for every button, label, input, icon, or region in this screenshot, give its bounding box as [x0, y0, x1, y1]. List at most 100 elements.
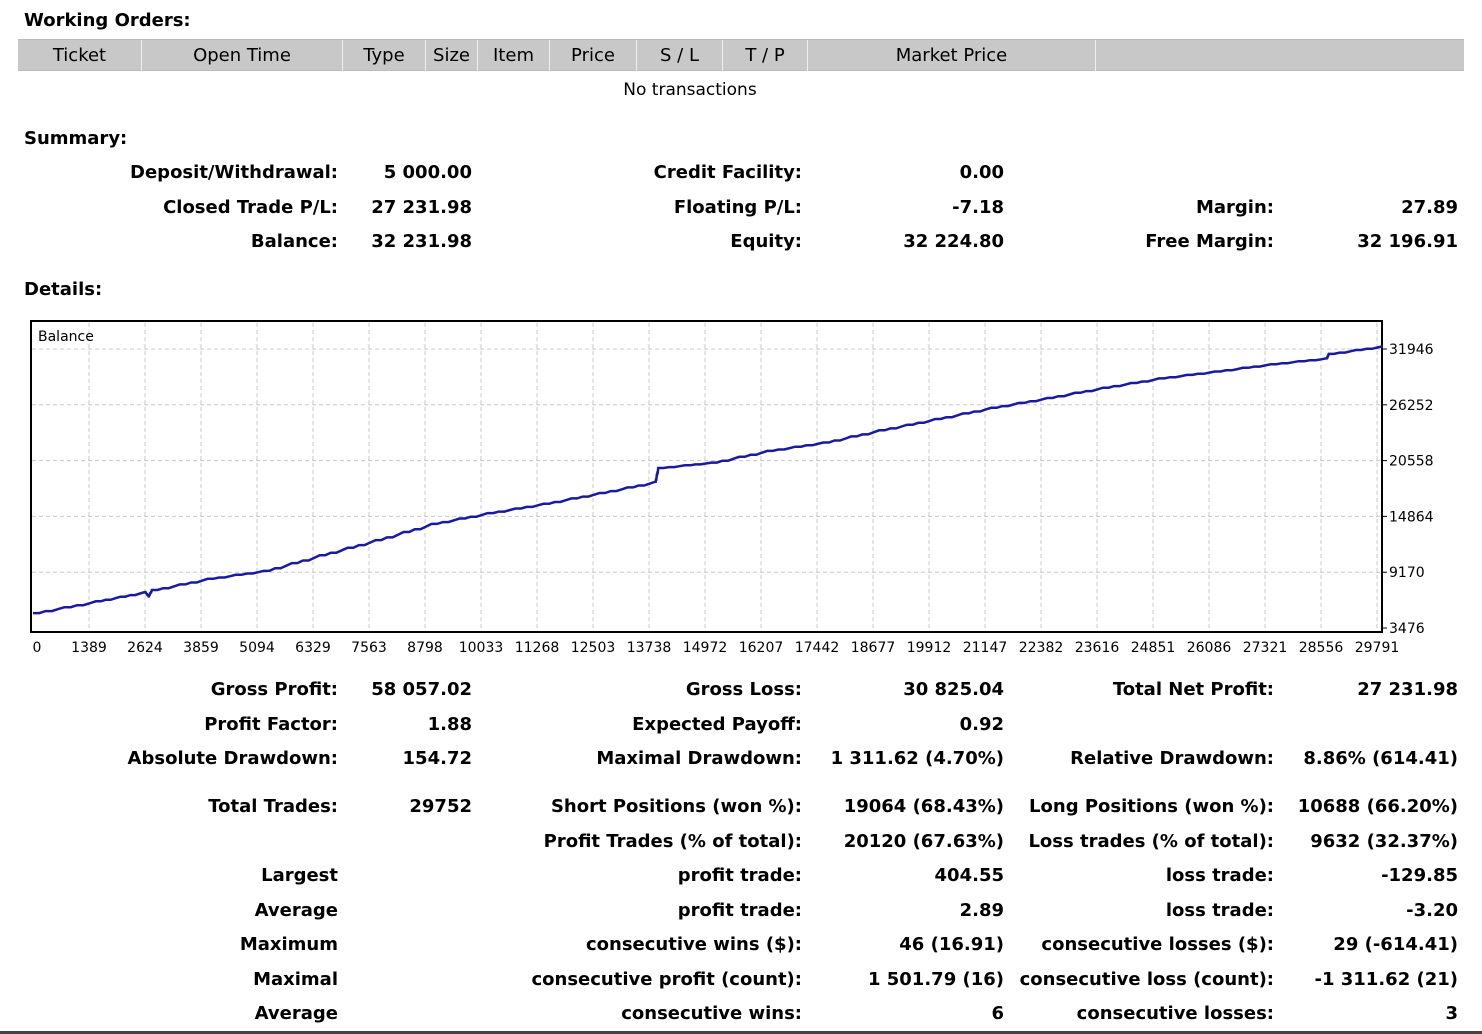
- summary-title: Summary:: [24, 128, 128, 149]
- col-open-time[interactable]: Open Time: [142, 40, 343, 71]
- total-net-profit-value: 27 231.98: [1357, 679, 1458, 700]
- absolute-drawdown-label: Absolute Drawdown:: [127, 748, 338, 769]
- long-positions-label: Long Positions (won %):: [1029, 796, 1274, 817]
- x-tick-label: 13738: [627, 640, 672, 656]
- x-tick-label: 7563: [351, 640, 387, 656]
- x-tick-label: 11268: [515, 640, 560, 656]
- no-transactions-text: No transactions: [623, 80, 757, 100]
- largest-loss-value: -129.85: [1381, 865, 1458, 886]
- x-tick-label: 2624: [127, 640, 163, 656]
- plot-frame: [30, 320, 1383, 633]
- details-row-drawdown: Absolute Drawdown: 154.72 Maximal Drawdo…: [0, 746, 1482, 772]
- x-tick-label: 14972: [683, 640, 728, 656]
- absolute-drawdown-value: 154.72: [402, 748, 472, 769]
- col-size[interactable]: Size: [426, 40, 478, 71]
- details-row-trades: Total Trades: 29752 Short Positions (won…: [0, 794, 1482, 820]
- short-positions-value: 19064 (68.43%): [843, 796, 1004, 817]
- equity-label: Equity:: [730, 231, 802, 252]
- x-tick-label: 12503: [571, 640, 616, 656]
- x-tick-label: 29791: [1355, 640, 1400, 656]
- x-tick-label: 19912: [907, 640, 952, 656]
- expected-payoff-value: 0.92: [959, 714, 1004, 735]
- average2-label: Average: [254, 1003, 338, 1024]
- balance-label: Balance:: [250, 231, 338, 252]
- max-cons-wins-value: 46 (16.91): [899, 934, 1004, 955]
- x-tick-label: 16207: [739, 640, 784, 656]
- x-tick-label: 1389: [71, 640, 107, 656]
- x-tick-labels: 0 1389 2624 3859 5094 6329 7563 8798 10033 11268 1…: [33, 640, 1400, 656]
- col-price[interactable]: Price: [550, 40, 637, 71]
- y-tick-labels: 3476 9170 14864 20558 26252 31946: [1382, 342, 1434, 637]
- details-title: Details:: [24, 279, 103, 300]
- avg-cons-wins-value: 6: [991, 1003, 1004, 1024]
- summary-row-3: Balance: 32 231.98 Equity: 32 224.80 Fre…: [0, 229, 1482, 255]
- avg-cons-wins-label: consecutive wins:: [621, 1003, 802, 1024]
- maximal-cons-profit-label: consecutive profit (count):: [531, 969, 802, 990]
- gross-loss-label: Gross Loss:: [685, 679, 802, 700]
- free-margin-label: Free Margin:: [1145, 231, 1274, 252]
- gross-profit-label: Gross Profit:: [210, 679, 338, 700]
- col-market-price[interactable]: Market Price: [808, 40, 1096, 71]
- profit-trades-value: 20120 (67.63%): [843, 831, 1004, 852]
- details-row-profit-trades: Profit Trades (% of total): 20120 (67.63…: [0, 829, 1482, 855]
- gross-profit-value: 58 057.02: [371, 679, 472, 700]
- y-tick-label: 14864: [1389, 509, 1434, 525]
- largest-loss-label: loss trade:: [1165, 865, 1274, 886]
- maximal-drawdown-label: Maximal Drawdown:: [596, 748, 802, 769]
- credit-label: Credit Facility:: [653, 162, 802, 183]
- details-row-maximum: Maximum consecutive wins ($): 46 (16.91)…: [0, 932, 1482, 958]
- x-tick-label: 6329: [295, 640, 331, 656]
- x-tick-label: 0: [33, 640, 42, 656]
- profit-factor-label: Profit Factor:: [204, 714, 338, 735]
- balance-value: 32 231.98: [371, 231, 472, 252]
- closed-pl-label: Closed Trade P/L:: [163, 197, 338, 218]
- balance-chart-svg: Balance 0 1389 2624 3859 5094 6329 7563 8798 100…: [30, 320, 1434, 656]
- total-net-profit-label: Total Net Profit:: [1112, 679, 1274, 700]
- short-positions-label: Short Positions (won %):: [550, 796, 802, 817]
- x-tick-label: 8798: [407, 640, 443, 656]
- largest-label: Largest: [261, 865, 338, 886]
- floating-pl-label: Floating P/L:: [673, 197, 802, 218]
- max-cons-losses-value: 29 (-614.41): [1333, 934, 1458, 955]
- x-tick-label: 3859: [183, 640, 219, 656]
- summary-row-1: Deposit/Withdrawal: 5 000.00 Credit Faci…: [0, 160, 1482, 186]
- relative-drawdown-label: Relative Drawdown:: [1070, 748, 1274, 769]
- details-row-factor: Profit Factor: 1.88 Expected Payoff: 0.9…: [0, 712, 1482, 738]
- details-row-average-cons: Average consecutive wins: 6 consecutive …: [0, 1001, 1482, 1027]
- col-item[interactable]: Item: [478, 40, 550, 71]
- col-ticket[interactable]: Ticket: [18, 40, 142, 71]
- chart-title: Balance: [38, 329, 94, 345]
- bottom-border: [0, 1031, 1482, 1034]
- col-type[interactable]: Type: [343, 40, 426, 71]
- x-tick-label: 21147: [963, 640, 1008, 656]
- maximal-drawdown-value: 1 311.62 (4.70%): [830, 748, 1004, 769]
- gross-loss-value: 30 825.04: [903, 679, 1004, 700]
- maximal-cons-loss-value: -1 311.62 (21): [1314, 969, 1459, 990]
- x-tick-label: 17442: [795, 640, 840, 656]
- loss-trades-label: Loss trades (% of total):: [1028, 831, 1274, 852]
- relative-drawdown-value: 8.86% (614.41): [1303, 748, 1458, 769]
- deposit-label: Deposit/Withdrawal:: [130, 162, 338, 183]
- orders-table-header: Ticket Open Time Type Size Item Price S …: [18, 39, 1464, 71]
- margin-value: 27.89: [1401, 197, 1458, 218]
- long-positions-value: 10688 (66.20%): [1297, 796, 1458, 817]
- credit-value: 0.00: [959, 162, 1004, 183]
- col-tp[interactable]: T / P: [723, 40, 808, 71]
- x-tick-label: 28556: [1299, 640, 1344, 656]
- x-tick-label: 22382: [1019, 640, 1064, 656]
- col-sl[interactable]: S / L: [637, 40, 723, 71]
- average-label: Average: [254, 900, 338, 921]
- average-loss-label: loss trade:: [1165, 900, 1274, 921]
- details-row-average: Average profit trade: 2.89 loss trade: -…: [0, 898, 1482, 924]
- max-cons-wins-label: consecutive wins ($):: [585, 934, 802, 955]
- total-trades-label: Total Trades:: [208, 796, 338, 817]
- avg-cons-losses-value: 3: [1445, 1003, 1458, 1024]
- max-cons-losses-label: consecutive losses ($):: [1041, 934, 1274, 955]
- floating-pl-value: -7.18: [952, 197, 1004, 218]
- details-row-maximal: Maximal consecutive profit (count): 1 50…: [0, 967, 1482, 993]
- equity-value: 32 224.80: [903, 231, 1004, 252]
- closed-pl-value: 27 231.98: [371, 197, 472, 218]
- largest-profit-label: profit trade:: [677, 865, 802, 886]
- avg-cons-losses-label: consecutive losses:: [1076, 1003, 1274, 1024]
- maximal-cons-profit-value: 1 501.79 (16): [867, 969, 1004, 990]
